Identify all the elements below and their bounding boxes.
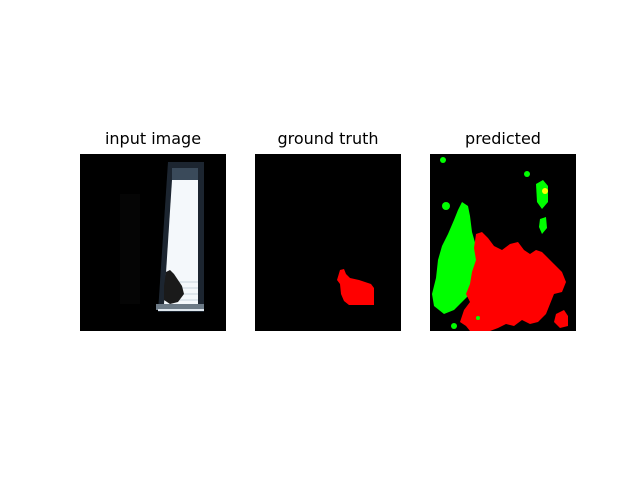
input-image: [80, 154, 226, 331]
panel-title-input-image: input image: [104, 129, 202, 148]
pred-yellow-blob: [542, 188, 548, 194]
predicted-mask: [430, 154, 576, 331]
ground-truth-mask: [255, 154, 401, 331]
input-image-panel: [80, 154, 226, 331]
panel-title-predicted: predicted: [465, 129, 541, 148]
cat-silhouette: [164, 270, 184, 304]
gt-object-region: [337, 269, 374, 305]
predicted-panel: [430, 154, 576, 331]
ground-truth-panel: [255, 154, 401, 331]
pred-green-blob: [536, 180, 548, 209]
pred-green-region: [432, 202, 478, 314]
panel-title-ground-truth: ground truth: [277, 129, 379, 148]
pred-red-region: [460, 232, 566, 331]
